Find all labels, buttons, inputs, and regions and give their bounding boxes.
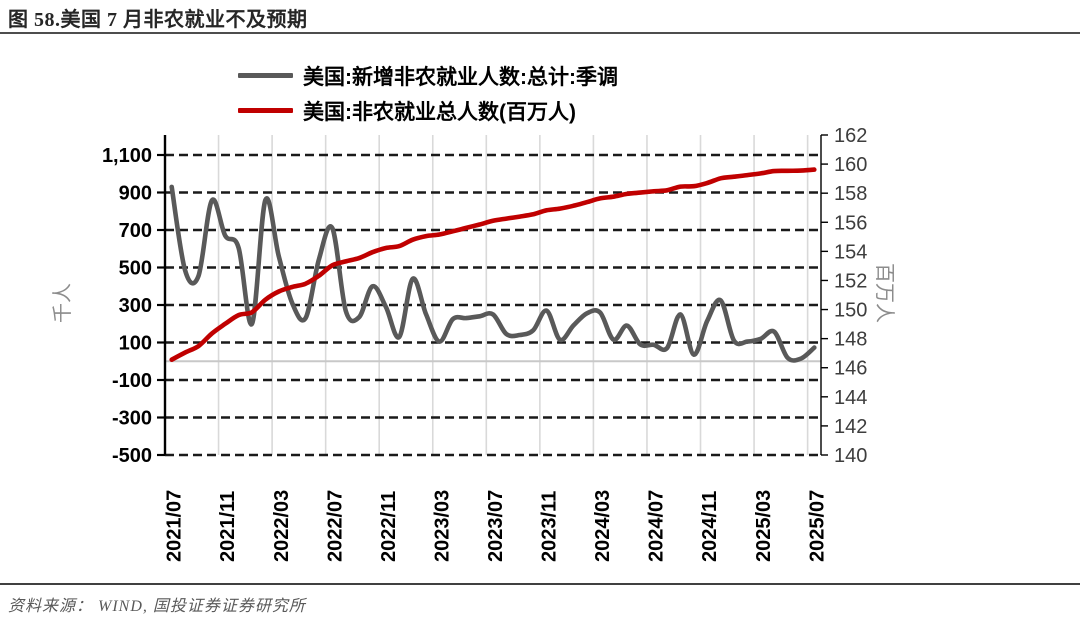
chart-legend: 美国:新增非农就业人数:总计:季调 美国:非农就业总人数(百万人) bbox=[238, 58, 618, 128]
vertical-gridlines bbox=[164, 135, 809, 455]
series-line-total-nonfarm-employment bbox=[169, 167, 817, 362]
legend-item-new-payrolls: 美国:新增非农就业人数:总计:季调 bbox=[238, 58, 618, 93]
left-axis-tick-label: -500 bbox=[112, 445, 152, 467]
source-note: 资料来源： WIND, 国投证券证券研究所 bbox=[8, 598, 306, 615]
left-axis-tick-label: 1,100 bbox=[102, 145, 152, 167]
x-axis-tick-label: 2023/11 bbox=[539, 491, 561, 562]
x-axis-tick-label: 2021/11 bbox=[217, 491, 239, 562]
x-axis-tick-label: 2025/03 bbox=[753, 490, 775, 562]
right-axis-tick-label: 146 bbox=[834, 358, 867, 380]
left-axis-tick-labels: 1,100 900 700 500 300 100 -100 -300 -500 bbox=[102, 145, 152, 467]
legend-swatch-red-line bbox=[238, 108, 293, 113]
right-axis-tick-label: 158 bbox=[834, 183, 867, 205]
right-axis-tick-label: 148 bbox=[834, 329, 867, 351]
legend-label: 美国:非农就业总人数(百万人) bbox=[303, 100, 576, 124]
right-axis-tick-label: 150 bbox=[834, 300, 867, 322]
source-divider bbox=[0, 583, 1080, 585]
right-axis-tick-label: 152 bbox=[834, 270, 867, 292]
right-axis-tick-label: 160 bbox=[834, 154, 867, 176]
right-axis-tick-label: 162 bbox=[834, 125, 867, 147]
left-axis-tick-label: -100 bbox=[112, 370, 152, 392]
left-axis-tick-label: -300 bbox=[112, 408, 152, 430]
left-axis-tick-label: 500 bbox=[119, 258, 152, 280]
title-divider bbox=[0, 32, 1080, 34]
left-axis-tick-label: 100 bbox=[119, 333, 152, 355]
x-axis-tick-label: 2025/07 bbox=[806, 490, 828, 562]
legend-label: 美国:新增非农就业人数:总计:季调 bbox=[303, 65, 618, 89]
x-axis-tick-label: 2023/03 bbox=[431, 490, 453, 562]
right-axis-tick-label: 144 bbox=[834, 387, 867, 409]
x-axis-tick-label: 2024/07 bbox=[646, 490, 668, 562]
x-axis-tick-label: 2022/03 bbox=[271, 490, 293, 562]
right-axis-tick-label: 154 bbox=[834, 241, 867, 263]
right-axis-tick-label: 156 bbox=[834, 212, 867, 234]
x-axis-tick-label: 2023/07 bbox=[485, 490, 507, 562]
x-axis-tick-label: 2022/11 bbox=[378, 491, 400, 562]
x-axis-tick-label: 2022/07 bbox=[324, 490, 346, 562]
legend-swatch-gray-line bbox=[238, 73, 293, 78]
x-axis-tick-label: 2024/03 bbox=[592, 490, 614, 562]
series-line-new-nonfarm-payrolls bbox=[169, 184, 817, 363]
right-axis-tick-label: 142 bbox=[834, 416, 867, 438]
right-axis-tick-label: 140 bbox=[834, 445, 867, 467]
figure-title: 图 58.美国 7 月非农就业不及预期 bbox=[8, 9, 308, 31]
left-axis-tick-label: 300 bbox=[119, 295, 152, 317]
x-axis-tick-labels: 2021/07 2021/11 2022/03 2022/07 2022/11 2023/… bbox=[164, 490, 829, 562]
left-axis-tick-label: 900 bbox=[119, 183, 152, 205]
x-axis-tick-label: 2024/11 bbox=[699, 491, 721, 562]
right-axis-tick-labels: 162 160 158 156 154 152 150 148 146 144 142 140 bbox=[821, 125, 867, 467]
horizontal-gridlines bbox=[157, 153, 821, 457]
left-axis-tick-label: 700 bbox=[119, 220, 152, 242]
x-axis-tick-label: 2021/07 bbox=[164, 490, 186, 562]
legend-item-total-payrolls: 美国:非农就业总人数(百万人) bbox=[238, 93, 618, 128]
